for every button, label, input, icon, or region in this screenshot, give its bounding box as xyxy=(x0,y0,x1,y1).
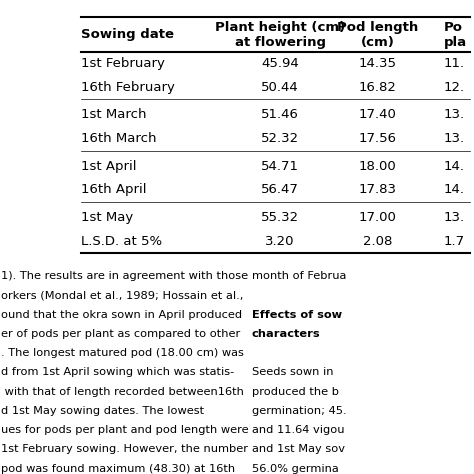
Text: 14.: 14. xyxy=(444,183,465,196)
Text: 1st April: 1st April xyxy=(81,160,137,173)
Text: 17.00: 17.00 xyxy=(358,211,396,224)
Text: 16th March: 16th March xyxy=(81,132,156,145)
Text: 1st March: 1st March xyxy=(81,109,146,121)
Text: 51.46: 51.46 xyxy=(261,109,299,121)
Text: and 11.64 vigou: and 11.64 vigou xyxy=(252,425,345,435)
Text: 16.82: 16.82 xyxy=(358,81,396,94)
Text: and 1st May sov: and 1st May sov xyxy=(252,444,345,454)
Text: with that of length recorded between16th: with that of length recorded between16th xyxy=(1,387,244,397)
Text: 12.: 12. xyxy=(444,81,465,94)
Text: d 1st May sowing dates. The lowest: d 1st May sowing dates. The lowest xyxy=(1,406,204,416)
Text: 54.71: 54.71 xyxy=(261,160,299,173)
Text: 45.94: 45.94 xyxy=(261,57,299,70)
Text: Seeds sown in: Seeds sown in xyxy=(252,367,333,377)
Text: 17.83: 17.83 xyxy=(358,183,396,196)
Text: 1st February: 1st February xyxy=(81,57,165,70)
Text: 14.35: 14.35 xyxy=(358,57,396,70)
Text: 11.: 11. xyxy=(444,57,465,70)
Text: ues for pods per plant and pod length were: ues for pods per plant and pod length we… xyxy=(1,425,249,435)
Text: month of Februa: month of Februa xyxy=(252,271,346,282)
Text: 1). The results are in agreement with those: 1). The results are in agreement with th… xyxy=(1,271,248,282)
Text: 52.32: 52.32 xyxy=(261,132,299,145)
Text: 50.44: 50.44 xyxy=(261,81,299,94)
Text: Pod length: Pod length xyxy=(337,21,418,34)
Text: 2.08: 2.08 xyxy=(363,235,392,247)
Text: Sowing date: Sowing date xyxy=(81,28,174,41)
Text: 14.: 14. xyxy=(444,160,465,173)
Text: pod was found maximum (48.30) at 16th: pod was found maximum (48.30) at 16th xyxy=(1,464,236,474)
Text: L.S.D. at 5%: L.S.D. at 5% xyxy=(81,235,162,247)
Text: 16th February: 16th February xyxy=(81,81,175,94)
Text: 17.40: 17.40 xyxy=(358,109,396,121)
Text: orkers (Mondal et al., 1989; Hossain et al.,: orkers (Mondal et al., 1989; Hossain et … xyxy=(1,291,244,301)
Text: 1st May: 1st May xyxy=(81,211,133,224)
Text: 56.47: 56.47 xyxy=(261,183,299,196)
Text: ound that the okra sown in April produced: ound that the okra sown in April produce… xyxy=(1,310,243,320)
Text: 13.: 13. xyxy=(444,109,465,121)
Text: 55.32: 55.32 xyxy=(261,211,299,224)
Text: Effects of sow: Effects of sow xyxy=(252,310,342,320)
Text: pla: pla xyxy=(444,36,467,49)
Text: 3.20: 3.20 xyxy=(265,235,295,247)
Text: er of pods per plant as compared to other: er of pods per plant as compared to othe… xyxy=(1,329,241,339)
Text: . The longest matured pod (18.00 cm) was: . The longest matured pod (18.00 cm) was xyxy=(1,348,244,358)
Text: characters: characters xyxy=(252,329,320,339)
Text: d from 1st April sowing which was statis-: d from 1st April sowing which was statis… xyxy=(1,367,235,377)
Text: 17.56: 17.56 xyxy=(358,132,396,145)
Text: 56.0% germina: 56.0% germina xyxy=(252,464,339,474)
Text: 1.7: 1.7 xyxy=(444,235,465,247)
Text: Plant height (cm): Plant height (cm) xyxy=(215,21,345,34)
Text: produced the b: produced the b xyxy=(252,387,339,397)
Text: 13.: 13. xyxy=(444,211,465,224)
Text: at flowering: at flowering xyxy=(235,36,326,49)
Text: 16th April: 16th April xyxy=(81,183,146,196)
Text: 13.: 13. xyxy=(444,132,465,145)
Text: (cm): (cm) xyxy=(361,36,394,49)
Text: Po: Po xyxy=(444,21,463,34)
Text: germination; 45.: germination; 45. xyxy=(252,406,346,416)
Text: 1st February sowing. However, the number: 1st February sowing. However, the number xyxy=(1,444,248,454)
Text: 18.00: 18.00 xyxy=(358,160,396,173)
